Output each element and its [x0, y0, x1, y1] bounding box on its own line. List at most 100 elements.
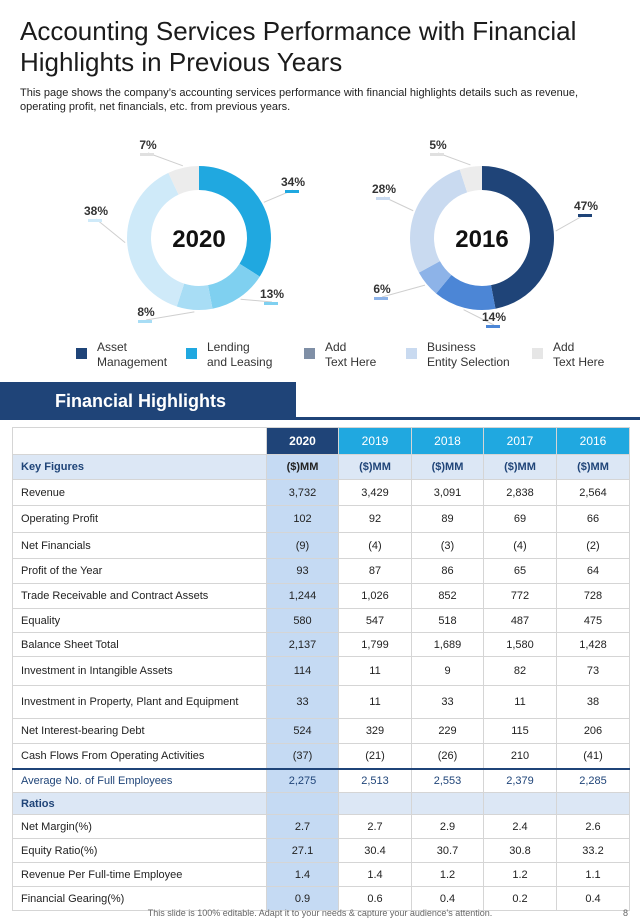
legend-label: Add Text Here: [553, 340, 605, 369]
cell-2016: 73: [556, 656, 630, 686]
cell-2020: 93: [266, 558, 339, 584]
cell-2020: (37): [266, 743, 339, 769]
label-marker: [374, 297, 388, 300]
row-label: Investment in Property, Plant and Equipm…: [12, 685, 267, 719]
cell-2019: ($)MM: [338, 454, 412, 480]
cell-2018: 0.4: [411, 886, 484, 911]
row-label: Net Interest-bearing Debt: [12, 718, 267, 744]
cell-2016: ($)MM: [556, 454, 630, 480]
cell-2020: 524: [266, 718, 339, 744]
row-label: Balance Sheet Total: [12, 632, 267, 657]
row-label: Trade Receivable and Contract Assets: [12, 583, 267, 609]
table-row: Profit of the Year 93 87 86 65 64: [12, 558, 630, 584]
header-year-2019: 2019: [338, 427, 412, 455]
cell-2018: (3): [411, 532, 484, 559]
row-label: Investment in Intangible Assets: [12, 656, 267, 686]
label-marker: [285, 190, 299, 193]
financial-highlights-table: 2020 2019 2018 2017 2016 Key Figures ($)M…: [12, 427, 630, 911]
slice-label: 6%: [373, 282, 391, 296]
slice-label: 7%: [139, 138, 157, 152]
cell-2018: [411, 792, 484, 815]
row-label: Profit of the Year: [12, 558, 267, 584]
table-row: Equality 580 547 518 487 475: [12, 608, 630, 633]
table-row: Operating Profit 102 92 89 69 66: [12, 505, 630, 533]
table-row: Revenue 3,732 3,429 3,091 2,838 2,564: [12, 479, 630, 506]
row-label: Operating Profit: [12, 505, 267, 533]
cell-2020: 2.7: [266, 814, 339, 839]
table-row: Investment in Property, Plant and Equipm…: [12, 685, 630, 719]
cell-2016: 475: [556, 608, 630, 633]
cell-2020: 102: [266, 505, 339, 533]
cell-2020: 2,137: [266, 632, 339, 657]
legend-swatch: [76, 348, 87, 359]
slice-label: 5%: [429, 138, 447, 152]
cell-2020: 1.4: [266, 862, 339, 887]
table-row: Net Interest-bearing Debt 524 329 229 115 206: [12, 718, 630, 744]
donut-center-year: 2020: [172, 226, 225, 253]
cell-2016: 2.6: [556, 814, 630, 839]
cell-2016: (41): [556, 743, 630, 769]
cell-2020: 0.9: [266, 886, 339, 911]
slice-label: 38%: [84, 204, 108, 218]
donut-slice: [207, 263, 260, 309]
cell-2017: 772: [483, 583, 557, 609]
chart-legend: Asset Management Lending and Leasing Add…: [0, 340, 640, 380]
cell-2019: 0.6: [338, 886, 412, 911]
legend-item-asset-management: Asset Management: [76, 340, 167, 370]
table-row: Revenue Per Full-time Employee 1.4 1.4 1.2 1…: [12, 862, 630, 887]
slice-label: 8%: [137, 305, 155, 319]
row-label: Net Margin(%): [12, 814, 267, 839]
cell-2019: 3,429: [338, 479, 412, 506]
legend-label: Lending and Leasing: [207, 340, 273, 369]
donut-slice: [459, 166, 482, 193]
table-body: Key Figures ($)MM ($)MM ($)MM ($)MM ($)MM Reve…: [12, 454, 630, 911]
cell-2018: (26): [411, 743, 484, 769]
cell-2020: [266, 792, 339, 815]
label-marker: [138, 320, 152, 323]
legend-label: Add Text Here: [325, 340, 377, 369]
cell-2018: 1,689: [411, 632, 484, 657]
cell-2018: 89: [411, 505, 484, 533]
table-row: Equity Ratio(%) 27.1 30.4 30.7 30.8 33.2: [12, 838, 630, 863]
cell-2019: (21): [338, 743, 412, 769]
cell-2016: 0.4: [556, 886, 630, 911]
cell-2016: 1.1: [556, 862, 630, 887]
cell-2017: 210: [483, 743, 557, 769]
header-year-2020: 2020: [266, 427, 339, 455]
table-row: Balance Sheet Total 2,137 1,799 1,689 1,580 1…: [12, 632, 630, 657]
cell-2016: [556, 792, 630, 815]
label-marker: [430, 153, 444, 156]
row-label: Key Figures: [12, 454, 267, 480]
row-label: Average No. of Full Employees: [12, 767, 267, 793]
cell-2019: (4): [338, 532, 412, 559]
leader-line: [95, 218, 126, 244]
financial-highlights-banner: Financial Highlights: [0, 382, 296, 420]
page-title: Accounting Services Performance with Fin…: [20, 16, 577, 77]
legend-item-add-text-2: Add Text Here: [532, 340, 604, 370]
slice-label: 34%: [281, 175, 305, 189]
donut-slice: [126, 172, 185, 307]
cell-2017: (4): [483, 532, 557, 559]
cell-2018: 3,091: [411, 479, 484, 506]
cell-2017: 2.4: [483, 814, 557, 839]
cell-2016: 2,564: [556, 479, 630, 506]
row-label: Revenue: [12, 479, 267, 506]
cell-2016: 2,285: [556, 767, 630, 793]
table-row: Investment in Intangible Assets 114 11 9 82 7…: [12, 656, 630, 686]
label-marker: [486, 325, 500, 328]
cell-2017: 115: [483, 718, 557, 744]
cell-2016: 64: [556, 558, 630, 584]
legend-item-add-text-1: Add Text Here: [304, 340, 376, 370]
slice-label: 28%: [372, 182, 396, 196]
cell-2017: 1,580: [483, 632, 557, 657]
row-label: Financial Gearing(%): [12, 886, 267, 911]
cell-2018: 30.7: [411, 838, 484, 863]
cell-2020: 27.1: [266, 838, 339, 863]
cell-2016: 66: [556, 505, 630, 533]
cell-2019: [338, 792, 412, 815]
cell-2017: 0.2: [483, 886, 557, 911]
header-year-2017: 2017: [483, 427, 557, 455]
legend-item-business-entity-selection: Business Entity Selection: [406, 340, 510, 370]
donut-slice: [410, 169, 468, 273]
donut-slice: [168, 166, 199, 195]
